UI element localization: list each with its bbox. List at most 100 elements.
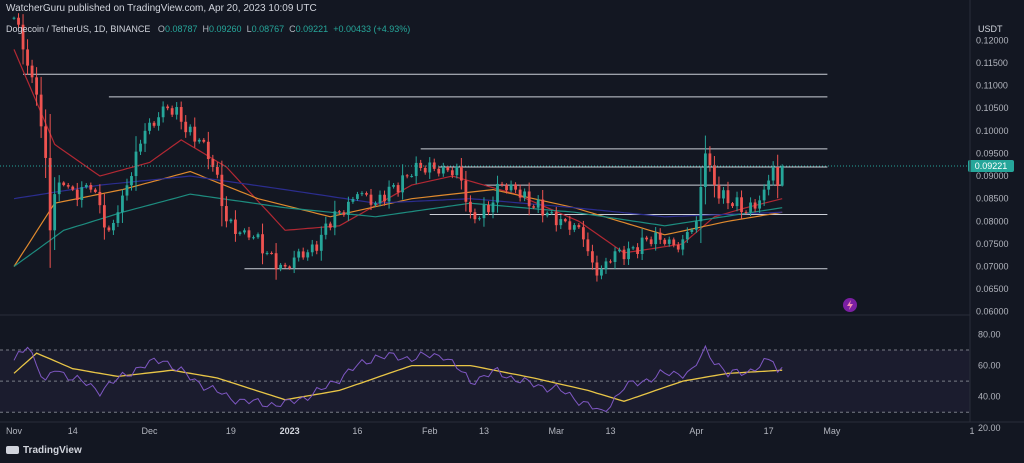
candle-body	[252, 237, 255, 239]
candle-body	[261, 234, 264, 254]
price-unit-label[interactable]: USDT	[978, 24, 1003, 34]
candle-body	[224, 206, 228, 222]
candle-body	[351, 198, 355, 202]
price-axis: 0.12000 0.11500 0.11000 0.10500 0.10000 0.095…	[976, 35, 1009, 316]
open-value: 0.08787	[164, 24, 198, 34]
candle-body	[758, 200, 762, 209]
candle-body	[568, 221, 572, 230]
candle-body	[455, 166, 459, 176]
candle-body	[188, 126, 192, 133]
candle-body	[75, 189, 79, 200]
candle-body	[342, 212, 346, 215]
candle-body	[238, 232, 242, 234]
candle-body	[762, 189, 766, 201]
candle-body	[157, 117, 161, 126]
candle-body	[374, 203, 377, 205]
candle-body	[215, 167, 219, 175]
candlesticks	[12, 13, 784, 282]
candle-body	[469, 201, 472, 213]
candle-body	[473, 212, 477, 220]
time-tick-label: Mar	[549, 426, 565, 436]
candle-body	[12, 17, 16, 19]
tradingview-logo-icon	[6, 446, 19, 455]
candle-body	[80, 187, 84, 200]
candle-body	[116, 212, 120, 223]
symbol-name[interactable]: Dogecoin / TetherUS, 1D, BINANCE	[6, 24, 151, 34]
candle-body	[35, 77, 38, 95]
high-value: 0.09260	[209, 24, 242, 34]
candle-body	[44, 126, 48, 158]
time-tick-label: 14	[68, 426, 78, 436]
candle-body	[713, 165, 716, 186]
rsi-tick-label: 40.00	[978, 392, 1001, 402]
open-label: O	[157, 24, 165, 34]
candle-body	[532, 206, 536, 208]
change-value: +0.00433 (+4.93%)	[333, 24, 411, 34]
candle-body	[676, 244, 680, 250]
low-label: L	[246, 24, 252, 34]
candle-body	[57, 182, 61, 195]
candle-body	[667, 239, 671, 244]
price-tick-label: 0.06000	[976, 307, 1009, 317]
candle-body	[125, 185, 129, 196]
candle-body	[586, 239, 590, 252]
candle-body	[292, 257, 296, 268]
candle-body	[428, 162, 432, 173]
candle-body	[446, 167, 450, 171]
high-label: H	[202, 24, 210, 34]
candle-body	[550, 212, 554, 214]
candle-body	[581, 227, 585, 240]
moving-averages	[13, 49, 783, 267]
candle-body	[130, 176, 133, 186]
tradingview-logo[interactable]: TradingView	[6, 445, 82, 456]
candle-body	[776, 167, 780, 186]
time-tick-label: Nov	[6, 426, 23, 436]
candle-body	[184, 121, 188, 133]
candle-body	[649, 239, 653, 245]
candle-body	[229, 219, 233, 222]
price-tick-label: 0.10500	[976, 103, 1009, 113]
candle-body	[545, 212, 549, 216]
candle-body	[306, 252, 310, 258]
rsi-moving-average-line	[13, 352, 783, 402]
candle-body	[66, 185, 70, 187]
candle-body	[577, 225, 581, 228]
time-tick-label: 19	[226, 426, 236, 436]
candle-body	[234, 219, 237, 234]
price-tick-label: 0.06500	[976, 284, 1009, 294]
candle-body	[143, 130, 147, 144]
time-tick-label: 13	[479, 426, 489, 436]
candle-body	[518, 189, 522, 198]
candle-body	[749, 202, 752, 213]
candle-body	[315, 244, 319, 251]
candle-body	[383, 194, 386, 202]
symbol-legend: Dogecoin / TetherUS, 1D, BINANCE O0.0878…	[6, 24, 410, 34]
candle-body	[410, 176, 414, 178]
candle-body	[726, 190, 730, 204]
candle-body	[324, 223, 328, 235]
alert-icon[interactable]	[843, 298, 857, 312]
rsi-tick-label: 20.00	[978, 423, 1001, 433]
candle-body	[703, 153, 707, 187]
candle-body	[491, 202, 495, 213]
candle-body	[107, 227, 111, 231]
time-tick-label: 2023	[280, 426, 300, 436]
candle-body	[396, 185, 400, 193]
candle-body	[487, 204, 490, 213]
candle-body	[423, 167, 427, 173]
price-tick-label: 0.11500	[976, 58, 1008, 68]
rsi-axis: 80.00 60.00 40.00 20.00	[978, 329, 1001, 432]
candle-body	[419, 162, 423, 168]
candle-body	[464, 180, 468, 202]
rsi-tick-label: 80.00	[978, 329, 1001, 339]
time-axis: Nov 14 Dec 19 2023 16 Feb 13 Mar 13 Apr 17 May 1	[6, 426, 975, 436]
candle-body	[735, 197, 739, 207]
candle-body	[572, 225, 576, 230]
candle-body	[767, 180, 771, 190]
candle-body	[102, 205, 106, 228]
candle-body	[523, 191, 527, 198]
candle-body	[211, 159, 215, 167]
candle-body	[654, 232, 658, 245]
price-tick-label: 0.10000	[976, 126, 1009, 136]
